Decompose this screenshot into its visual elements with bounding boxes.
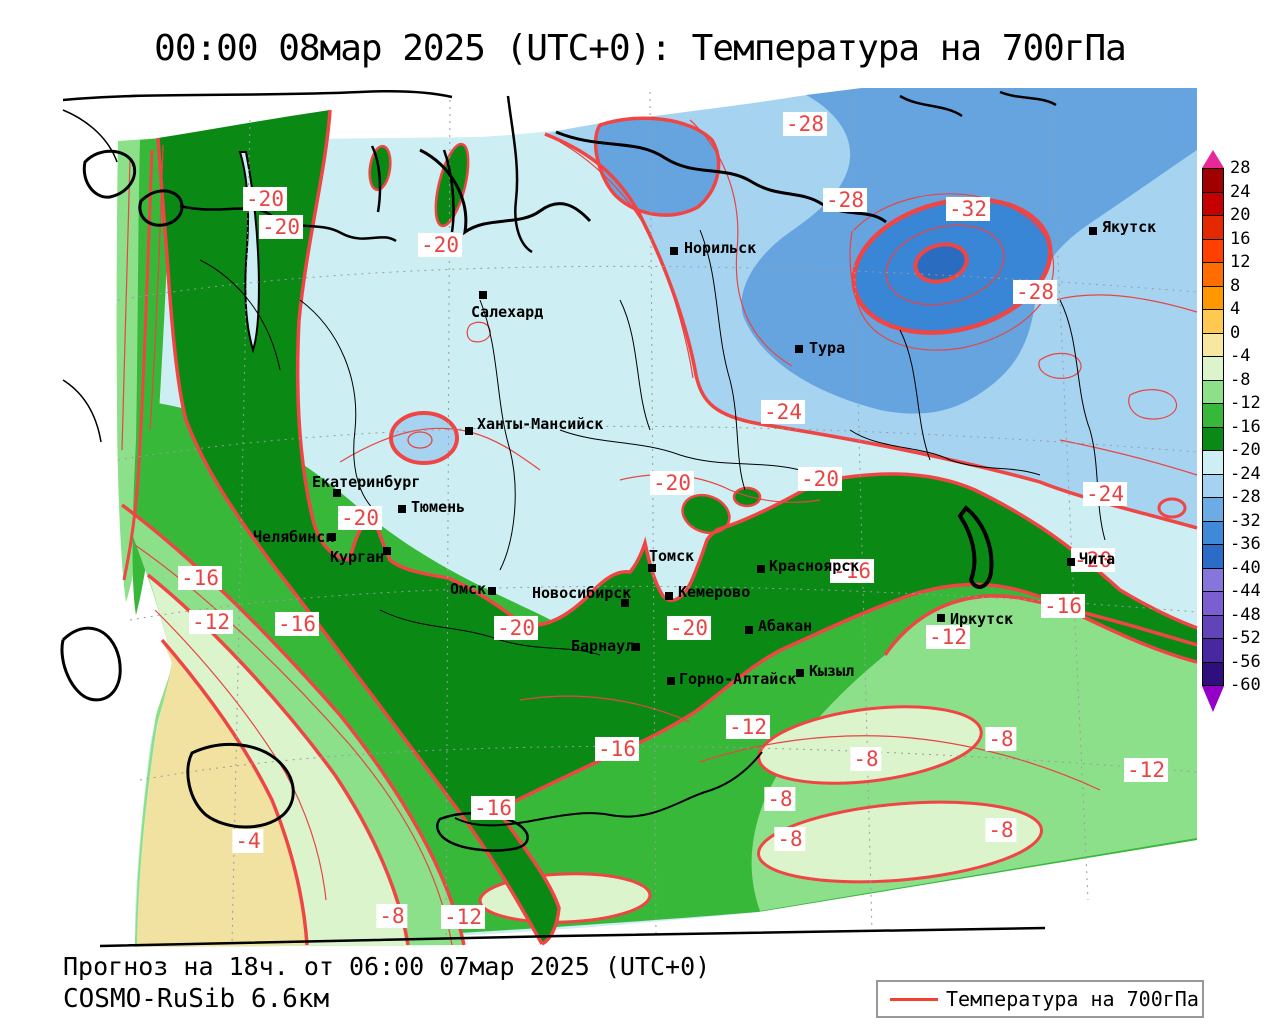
isotherm-thin-contours xyxy=(121,119,1198,946)
colorbar-tick-label: 28 xyxy=(1230,158,1251,178)
colorbar-segment xyxy=(1203,357,1223,381)
colorbar-tick-label: 20 xyxy=(1230,205,1251,225)
map-title: 00:00 08мар 2025 (UTC+0): Температура на… xyxy=(154,28,1127,69)
colorbar-segment xyxy=(1203,427,1223,451)
colorbar-tick-label: -12 xyxy=(1230,393,1261,413)
colorbar-segment xyxy=(1203,216,1223,240)
colorbar-tick-label: -36 xyxy=(1230,534,1261,554)
colorbar-bottom-arrow-icon xyxy=(1202,686,1224,712)
colorbar-segment xyxy=(1203,404,1223,428)
colorbar-tick-label: -40 xyxy=(1230,557,1261,578)
colorbar-segment xyxy=(1203,662,1223,685)
graticule xyxy=(117,87,1198,945)
model-info: COSMO-RuSib 6.6км xyxy=(63,984,330,1014)
colorbar-segment xyxy=(1203,498,1223,522)
colorbar-segment xyxy=(1203,545,1223,569)
colorbar-segment xyxy=(1203,568,1223,592)
colorbar-segment xyxy=(1203,451,1223,475)
colorbar-tick-label: -32 xyxy=(1230,510,1261,531)
temperature-colorbar: 28 24 20 16 12 8 4 0 -4 -8 -12 -16 -20 -24 -28 -32 -36 -4… xyxy=(1202,150,1280,712)
colorbar-tick-label: -24 xyxy=(1230,463,1261,484)
colorbar-tick-label: -44 xyxy=(1230,581,1261,601)
colorbar-segment xyxy=(1203,474,1223,498)
map-fill-regions xyxy=(116,88,1198,947)
colorbar-tick-label: -8 xyxy=(1230,369,1251,390)
colorbar-tick-label: -16 xyxy=(1230,416,1261,437)
colorbar-segment xyxy=(1203,310,1223,334)
colorbar-segment xyxy=(1203,615,1223,639)
colorbar-tick-label: -4 xyxy=(1230,346,1251,366)
legend: Температура на 700гПа xyxy=(876,980,1204,1018)
colorbar-tick-label: 8 xyxy=(1230,275,1241,296)
colorbar-tick-label: -52 xyxy=(1230,628,1261,648)
colorbar-top-arrow-icon xyxy=(1202,150,1224,168)
colorbar-tick-label: 12 xyxy=(1230,252,1251,272)
colorbar-segment xyxy=(1203,592,1223,616)
forecast-info: Прогноз на 18ч. от 06:00 07мар 2025 (UTC… xyxy=(63,952,711,981)
colorbar-tick-label: 24 xyxy=(1230,181,1251,202)
colorbar-tick-label: 4 xyxy=(1230,299,1241,319)
colorbar-segment xyxy=(1203,192,1223,216)
colorbar-tick-label: -48 xyxy=(1230,604,1261,625)
colorbar-segment xyxy=(1203,239,1223,263)
colorbar-segment xyxy=(1203,639,1223,663)
colorbar-tick-label: -56 xyxy=(1230,651,1261,672)
colorbar-segment xyxy=(1203,263,1223,287)
colorbar-tick-label: -60 xyxy=(1230,675,1261,695)
colorbar-segment xyxy=(1203,521,1223,545)
colorbar-segment xyxy=(1203,169,1223,193)
colorbar-segment xyxy=(1203,286,1223,310)
legend-line-sample xyxy=(890,997,938,1001)
colorbar-tick-label: -28 xyxy=(1230,487,1261,507)
colorbar-tick-label: 0 xyxy=(1230,322,1241,343)
colorbar-scale xyxy=(1202,168,1224,686)
colorbar-tick-label: -20 xyxy=(1230,440,1261,460)
legend-label: Температура на 700гПа xyxy=(946,987,1199,1011)
colorbar-tick-label: 16 xyxy=(1230,228,1251,249)
colorbar-segment xyxy=(1203,333,1223,357)
colorbar-segment xyxy=(1203,380,1223,404)
